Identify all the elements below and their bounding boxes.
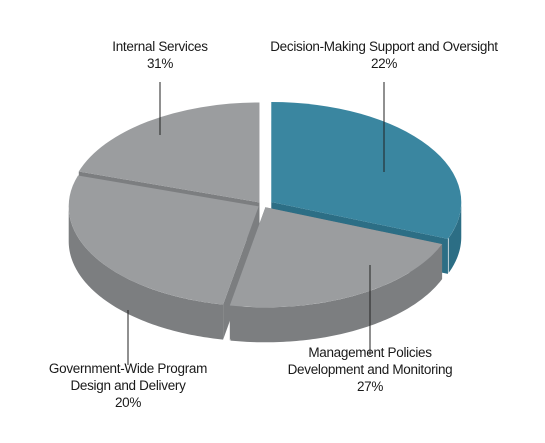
slice-name-3-0: Government-Wide Program	[49, 361, 207, 376]
pie-slice-2	[68, 175, 259, 305]
slice-percent-3: 20%	[115, 395, 141, 410]
slice-label-3: Government-Wide Program Design and Delive…	[49, 361, 207, 410]
slice-percent-1: 22%	[371, 56, 397, 71]
pie-slice-1	[229, 207, 443, 308]
slice-name-2-0: Management Policies	[308, 345, 432, 360]
pie-slice-side-2-0	[68, 206, 224, 340]
slice-label-2: Management Policies Development and Monit…	[288, 345, 453, 394]
slice-name-3-1: Design and Delivery	[70, 378, 186, 393]
slice-percent-0: 31%	[147, 56, 173, 71]
slice-labels: Internal Services 31% Decision-Making Supp…	[49, 39, 499, 410]
slice-name-2-1: Development and Monitoring	[288, 362, 453, 377]
pie-slice-side-0-0	[448, 202, 462, 273]
leader-lines	[127, 82, 385, 365]
pie-tops	[68, 102, 462, 308]
slice-percent-2: 27%	[357, 379, 383, 394]
slice-name-0-0: Internal Services	[112, 39, 208, 54]
slice-name-1-0: Decision-Making Support and Oversight	[270, 39, 498, 54]
pie-slice-0	[271, 102, 462, 239]
slice-label-0: Internal Services 31%	[112, 39, 208, 71]
slice-label-1: Decision-Making Support and Oversight 22%	[270, 39, 498, 71]
pie-slice-3	[78, 102, 260, 203]
pie-slice-side-1-0	[230, 244, 443, 343]
